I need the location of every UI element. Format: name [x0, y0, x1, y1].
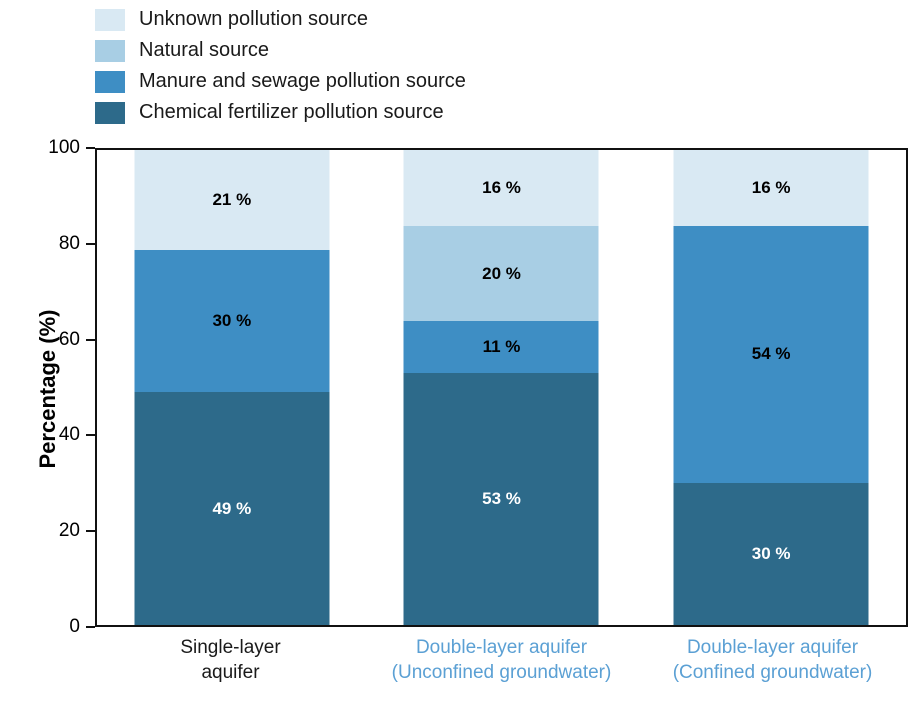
y-tick-label: 100 [48, 137, 80, 158]
stacked-bar: 53 % 11 % 20 % 16 % [403, 150, 599, 625]
bar-column: 53 % 11 % 20 % 16 % [367, 150, 637, 625]
y-tick [86, 626, 95, 628]
segment-value-label: 16 % [482, 178, 521, 197]
legend-item: Natural source [95, 39, 466, 62]
bar-segment [403, 321, 599, 374]
y-tick [86, 338, 95, 341]
stacked-bar: 30 %54 %0 %16 % [673, 150, 869, 625]
legend-label: Unknown pollution source [139, 8, 369, 30]
x-category-label: Double-layer aquifer (Unconfined groundwa… [366, 635, 637, 685]
bar-segment [134, 392, 330, 625]
bar-segment [134, 249, 330, 393]
legend-swatch [95, 8, 125, 31]
y-axis-title: Percentage (%) [35, 309, 60, 469]
x-category-label-line: aquifer [201, 662, 260, 683]
y-tick [86, 434, 95, 437]
x-category-label-line: Double-layer aquifer [415, 637, 588, 658]
legend-label: Natural source [139, 39, 270, 61]
x-category-label: Single-layer aquifer [95, 635, 366, 685]
segment-value-label: 30 % [751, 543, 791, 563]
chart-legend: Unknown pollution source Natural source Ma… [95, 8, 466, 124]
bar-segment [673, 482, 869, 625]
y-tick [86, 242, 95, 245]
legend-item: Manure and sewage pollution source [95, 70, 466, 93]
legend-item: Unknown pollution source [95, 8, 466, 31]
segment-value-label: 30 % [212, 311, 252, 330]
bar-segment [403, 373, 599, 625]
legend-label: Manure and sewage pollution source [139, 70, 466, 92]
legend-label: Chemical fertilizer pollution source [139, 101, 444, 123]
y-tick-label: 20 [58, 520, 80, 542]
legend-item: Chemical fertilizer pollution source [95, 101, 466, 124]
y-tick-label: 0 [69, 616, 80, 637]
plot-area: 49 %30 %0 %21 %53 %11 %20 %16 %30 %54 %0… [95, 148, 908, 627]
segment-value-label: 11 % [482, 337, 521, 357]
bar-segment [403, 226, 599, 321]
segment-value-label: 20 % [482, 263, 521, 283]
x-category-label-line: Double-layer aquifer [686, 637, 859, 658]
x-category-label-line: Single-layer [180, 637, 281, 658]
x-category-label: Double-layer aquifer (Confined groundwate… [637, 635, 908, 685]
x-category-label-line: (Confined groundwater) [672, 662, 873, 683]
segment-value-label: 16 % [751, 178, 791, 197]
segment-value-label: 54 % [751, 344, 791, 364]
y-tick-label: 80 [58, 232, 80, 254]
bar-segment [673, 226, 869, 483]
bar-segment [403, 150, 599, 226]
bar-column: 30 %54 %0 %16 % [636, 150, 906, 625]
legend-swatch [95, 70, 125, 93]
legend-swatch [95, 39, 125, 62]
x-category-label-line: (Unconfined groundwater) [391, 662, 612, 683]
bar-column: 49 %30 %0 %21 % [97, 150, 367, 625]
y-tick [86, 147, 95, 149]
segment-value-label: 53 % [482, 489, 521, 509]
segment-value-label: 49 % [212, 498, 252, 518]
bar-segment [673, 150, 869, 226]
legend-swatch [95, 101, 125, 124]
stacked-bar: 49 %30 %0 %21 % [134, 150, 330, 625]
segment-value-label: 21 % [212, 189, 252, 209]
y-tick [86, 530, 95, 533]
bar-segment [134, 150, 330, 250]
